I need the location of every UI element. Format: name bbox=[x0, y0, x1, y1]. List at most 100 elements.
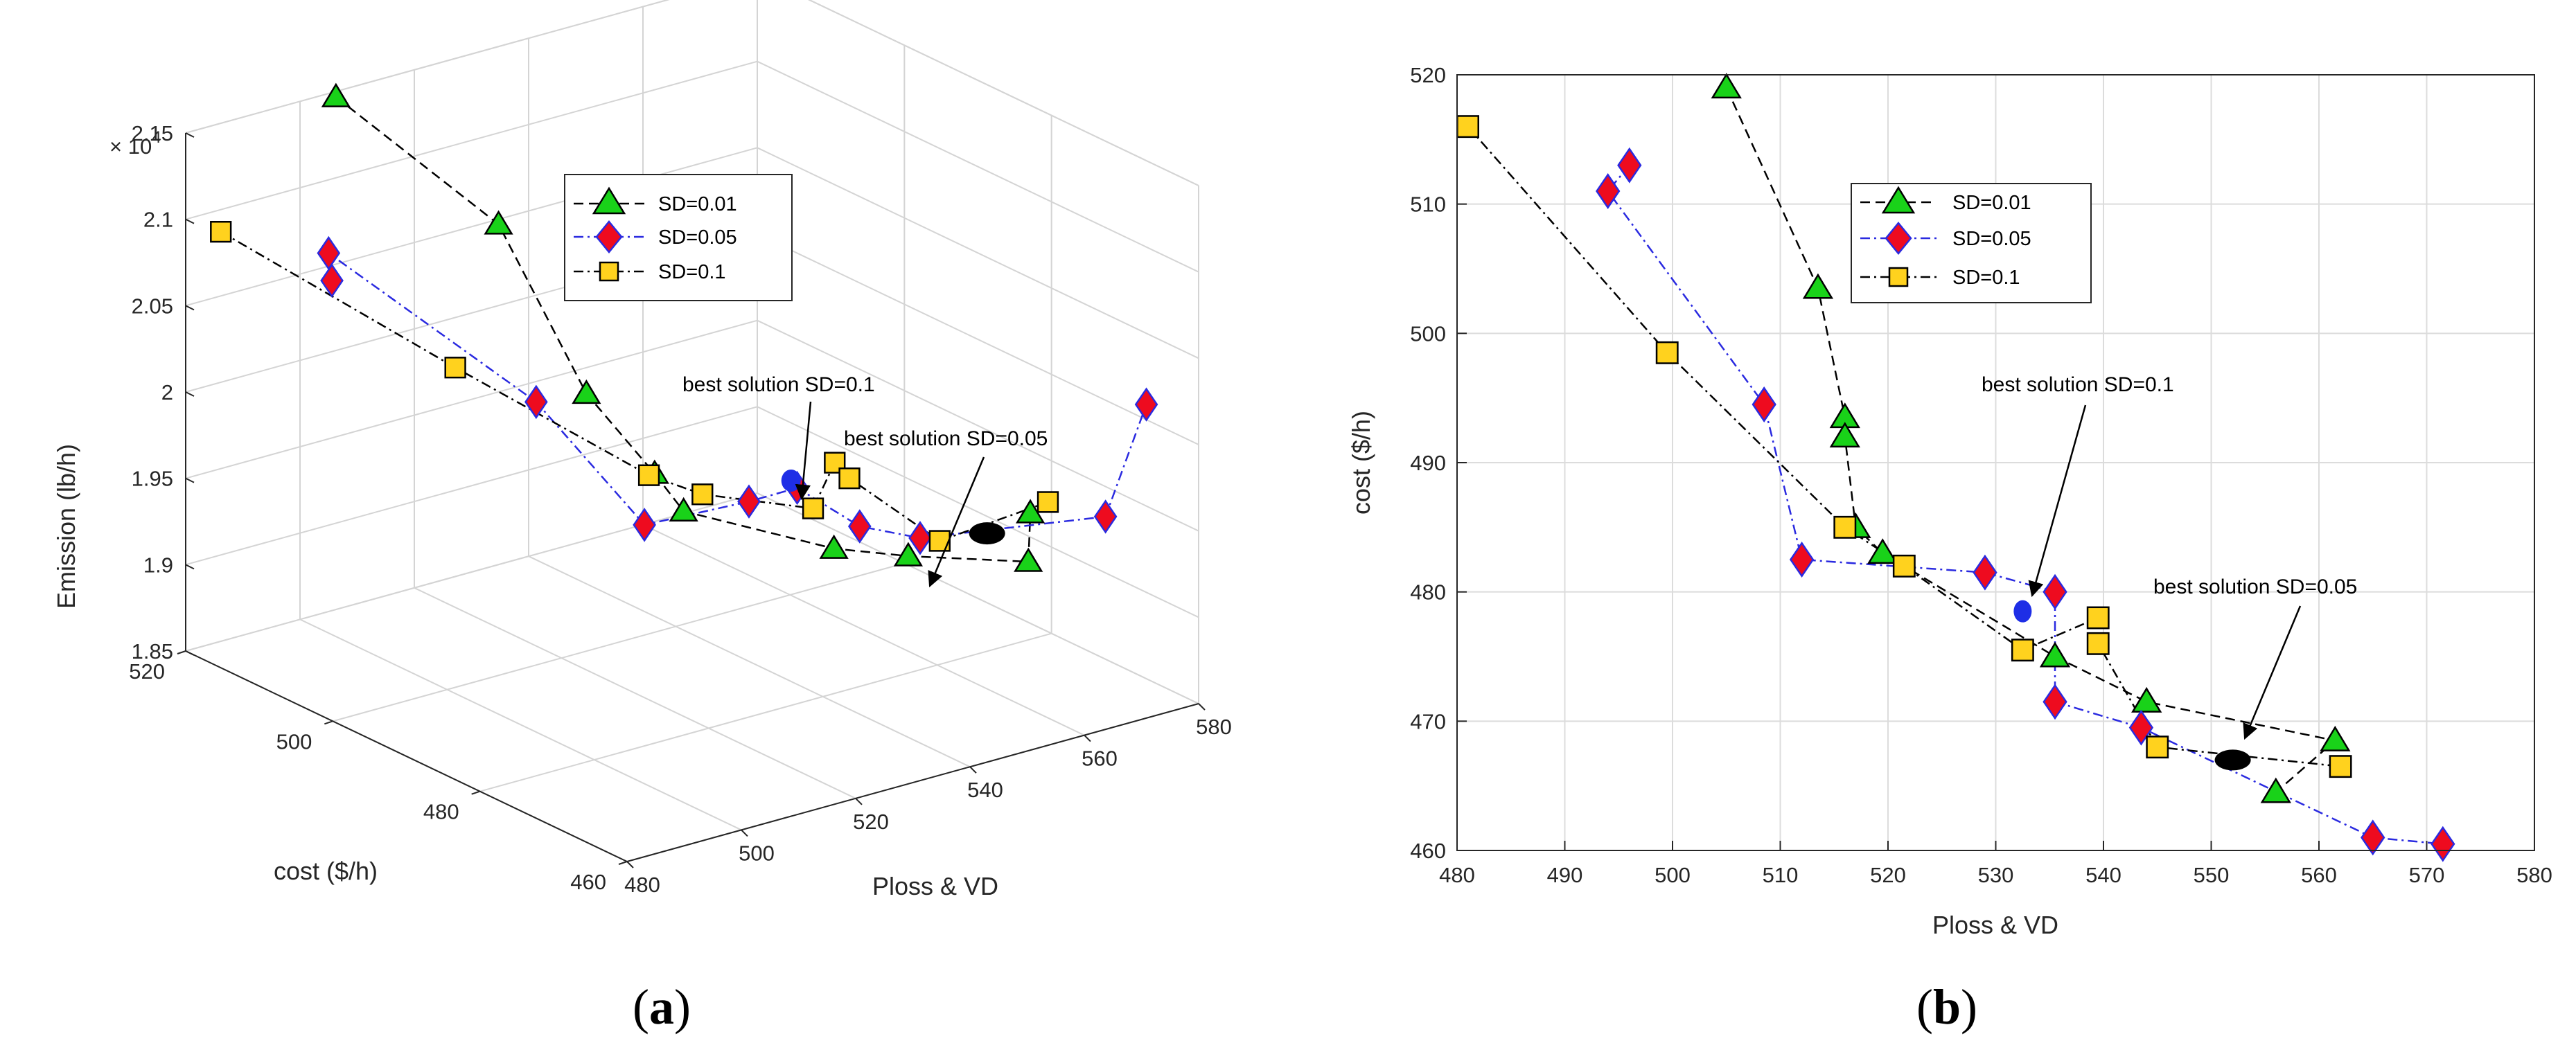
chart-b-point-sd01 bbox=[1655, 341, 1679, 364]
legend-a-label-sd005: SD=0.05 bbox=[658, 226, 737, 249]
chart-a-point-sd001 bbox=[484, 210, 513, 235]
chart-b-point-sd001 bbox=[1829, 422, 1860, 448]
chart-a-arrow-best-sd01 bbox=[795, 401, 812, 501]
chart-a-xtick-label: 560 bbox=[1082, 747, 1118, 771]
chart-a-marks bbox=[210, 82, 1158, 572]
chart-b-point-sd001 bbox=[1711, 73, 1742, 99]
chart-a-ytick-label: 500 bbox=[276, 729, 312, 754]
legend-b-label-sd001: SD=0.01 bbox=[1952, 192, 2031, 214]
legend-a-square-marker bbox=[599, 261, 619, 282]
chart-a-point-sd005 bbox=[320, 263, 344, 298]
chart-a-tickmark-z bbox=[185, 564, 195, 570]
chart-a-lines bbox=[220, 96, 1147, 563]
chart-b-xtick-label: 480 bbox=[1439, 863, 1475, 887]
chart-b-xtick-label: 530 bbox=[1978, 863, 2014, 887]
panel-label-b: (b) bbox=[1916, 979, 1977, 1035]
chart-a-tickmark-x bbox=[741, 829, 748, 837]
chart-b-ytick-label: 490 bbox=[1410, 451, 1446, 475]
chart-a-ylabel: cost ($/h) bbox=[274, 857, 378, 885]
chart-a-arrow-best-sd005 bbox=[928, 456, 985, 588]
chart-b-point-sd005 bbox=[2431, 826, 2455, 862]
chart-a-tickmark-x bbox=[626, 861, 634, 868]
chart-b-point-sd005 bbox=[2043, 684, 2067, 720]
chart-b-point-sd005 bbox=[2043, 573, 2067, 610]
chart-a-point-sd01 bbox=[1036, 491, 1059, 513]
chart-a-tickmark-z bbox=[185, 391, 195, 397]
legend-a-label-sd01: SD=0.1 bbox=[658, 261, 726, 283]
chart-a-exponent: × 104 bbox=[109, 128, 161, 159]
chart-a-legend: SD=0.01 SD=0.05 SD=0.1 bbox=[564, 174, 793, 301]
chart-b-marks bbox=[1456, 73, 2455, 862]
chart-a-gridline bbox=[757, 492, 1199, 704]
chart-a-gridline bbox=[757, 319, 1199, 532]
chart-b-ytick-label: 470 bbox=[1410, 709, 1446, 733]
chart-b-point-sd01 bbox=[1892, 554, 1916, 578]
chart-a-y-axis bbox=[185, 650, 628, 862]
legend-b-square-marker bbox=[1888, 267, 1909, 287]
legend-a-triangle-marker bbox=[592, 186, 626, 215]
chart-b-xtick-label: 570 bbox=[2409, 863, 2445, 887]
chart-a-tickmark-x bbox=[969, 766, 977, 774]
chart-a-point-sd01 bbox=[838, 467, 861, 490]
chart-b-best-solution-sd01 bbox=[2013, 600, 2032, 623]
chart-a-gridline bbox=[299, 618, 742, 831]
chart-a-annotation-best-sd005: best solution SD=0.05 bbox=[844, 427, 1048, 450]
chart-a-point-sd001 bbox=[819, 534, 849, 559]
chart-a-ytick-label: 520 bbox=[129, 659, 165, 684]
chart-a-point-sd005 bbox=[1134, 387, 1158, 422]
chart-a-point-sd001 bbox=[321, 82, 351, 107]
chart-a-gridline bbox=[757, 406, 1199, 618]
chart-a-point-sd01 bbox=[802, 497, 824, 519]
chart-b: 480 490 500 510 520 530 540 550 560 570 580 460 470 4… bbox=[1347, 63, 2552, 1035]
chart-a-gridline bbox=[185, 319, 758, 479]
chart-a-zlabel: Emission (lb/h) bbox=[52, 444, 80, 609]
chart-a-xtick-label: 500 bbox=[739, 841, 775, 865]
chart-b-point-sd01 bbox=[1456, 115, 1480, 139]
chart-a-ztick-label: 2.15 bbox=[132, 121, 173, 145]
chart-b-frame bbox=[1456, 74, 2535, 851]
chart-a-gridline bbox=[185, 0, 670, 134]
chart-b-point-sd005 bbox=[1617, 147, 1642, 184]
chart-a-point-sd005 bbox=[908, 521, 932, 555]
chart-b-point-sd005 bbox=[1596, 173, 1621, 209]
chart-a-ytick-label: 480 bbox=[423, 800, 459, 824]
chart-b-ytick-label: 480 bbox=[1410, 580, 1446, 605]
chart-a-point-sd001 bbox=[572, 379, 601, 404]
chart-a-series-line-sd005 bbox=[327, 251, 1147, 540]
chart-b-point-sd01 bbox=[2329, 755, 2352, 778]
chart-b-xtick-label: 560 bbox=[2301, 863, 2337, 887]
chart-b-xtick-label: 540 bbox=[2085, 863, 2121, 887]
chart-a-point-sd01 bbox=[928, 530, 951, 552]
chart-a-gridline bbox=[757, 60, 1199, 273]
chart-b-xtick-label: 520 bbox=[1870, 863, 1906, 887]
chart-b-point-sd001 bbox=[2260, 777, 2291, 803]
chart-b-point-sd01 bbox=[1833, 515, 1857, 539]
chart-a-tickmark-x bbox=[1084, 734, 1091, 742]
chart-a-tickmark-x bbox=[855, 798, 863, 805]
chart-b-ticks: 480 490 500 510 520 530 540 550 560 570 580 460 470 4… bbox=[1410, 63, 2552, 887]
chart-b-point-sd001 bbox=[2039, 641, 2071, 668]
chart-b-ytick-label: 500 bbox=[1410, 321, 1446, 346]
chart-a-xlabel: Ploss & VD bbox=[872, 872, 998, 900]
chart-a-ztick-label: 1.85 bbox=[132, 639, 173, 663]
chart-a-gridline bbox=[185, 406, 758, 566]
chart-a: 4805005205405605804604805005201.851.91.9… bbox=[52, 0, 1232, 1035]
chart-b-point-sd001 bbox=[1802, 273, 1834, 299]
chart-b-arrow-best-sd005 bbox=[2243, 605, 2302, 740]
chart-a-ztick-label: 2 bbox=[161, 380, 173, 404]
chart-a-point-sd005 bbox=[633, 508, 656, 542]
chart-b-xtick-label: 490 bbox=[1547, 863, 1583, 887]
chart-b-ytick-label: 460 bbox=[1410, 839, 1446, 863]
chart-b-xtick-label: 550 bbox=[2194, 863, 2230, 887]
chart-b-xtick-label: 500 bbox=[1655, 863, 1691, 887]
chart-a-point-sd001 bbox=[669, 497, 698, 521]
chart-a-gridline bbox=[808, 0, 1199, 186]
chart-a-best-solution-sd01 bbox=[781, 469, 801, 492]
chart-a-gridline bbox=[185, 0, 670, 134]
chart-a-best-solution-sd005 bbox=[969, 522, 1005, 545]
panel-label-a: (a) bbox=[633, 979, 691, 1035]
chart-b-point-sd005 bbox=[1973, 554, 1997, 591]
legend-a-diamond-marker bbox=[595, 220, 623, 253]
chart-a-gridline bbox=[479, 632, 1052, 792]
